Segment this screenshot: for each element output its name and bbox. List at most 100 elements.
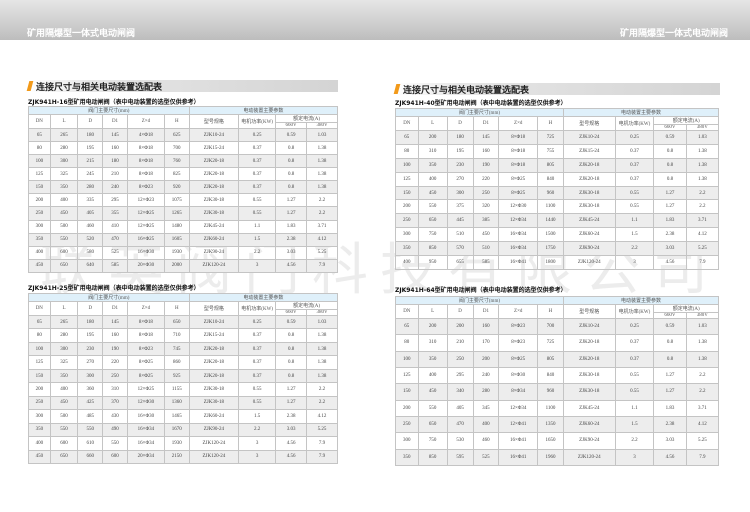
- table-subtitle: ZJK941H-40型矿用电动闸阀（表中电动装置的选型仅供参考）: [395, 100, 567, 107]
- table-cell: 8×Φ18: [126, 154, 165, 169]
- table-cell: ZJK120-24: [188, 258, 240, 274]
- table-cell: 4.56: [653, 255, 687, 270]
- column-header: L: [49, 114, 79, 129]
- header-actuator-params: 电动装置主要参数: [562, 108, 720, 117]
- table-cell: 445: [446, 213, 474, 229]
- table-cell: 3: [238, 258, 277, 274]
- table-cell: 0.8: [275, 341, 308, 357]
- table-cell: 660: [77, 449, 104, 465]
- table-cell: 610: [77, 436, 104, 451]
- column-header: H: [163, 301, 190, 316]
- table-cell: 1.03: [306, 127, 338, 143]
- table-row: 250 650 445 385 12×Φ34 1440 ZJK45-24 1.1 1.83 3.7…: [395, 213, 720, 229]
- table-cell: 200: [395, 399, 419, 417]
- table-cell: 2.2: [685, 366, 720, 385]
- column-header: D: [77, 114, 104, 129]
- spec-table-pn40: 阀门主要尺寸(mm) 电动装置主要参数 DN L D D1 Z×d H 型号规格 电机功率(KW)…: [395, 108, 720, 270]
- table-cell: 2.38: [275, 232, 308, 247]
- table-cell: 1.38: [685, 143, 720, 159]
- table-cell: 860: [163, 355, 190, 370]
- table-cell: 1.1: [614, 213, 655, 229]
- table-cell: 8×Φ18: [126, 314, 165, 330]
- table-cell: 2.38: [653, 415, 687, 434]
- table-cell: 4.56: [275, 258, 308, 274]
- table-cell: 300: [446, 185, 474, 201]
- table-cell: 655: [446, 255, 474, 270]
- table-cell: 325: [49, 355, 79, 370]
- header-actuator-params: 电动装置主要参数: [188, 293, 339, 302]
- table-cell: 0.37: [614, 171, 655, 187]
- table-cell: 250: [102, 368, 128, 384]
- table-cell: 2.2: [306, 382, 338, 397]
- table-cell: ZJK60-24: [188, 409, 240, 424]
- table-cell: 1465: [163, 409, 190, 424]
- table-cell: 250: [395, 213, 419, 229]
- table-cell: 650: [417, 213, 448, 229]
- table-cell: 8×Φ18: [126, 328, 165, 343]
- table-cell: ZJK30-18: [188, 382, 240, 397]
- column-header: H: [537, 304, 564, 319]
- table-cell: 3: [614, 448, 655, 467]
- table-row: 300 750 530 460 16×Φ41 1650 ZJK90-24 2.2 3.03 5.2…: [395, 432, 720, 450]
- spec-table-pn16: 阀门主要尺寸(mm) 电动装置主要参数 DN L D D1 Z×d H 型号规格 电机功率(KW)…: [28, 106, 339, 274]
- table-cell: 490: [102, 422, 128, 438]
- table-cell: 650: [417, 415, 448, 434]
- table-cell: 65: [395, 130, 419, 145]
- table-row: 250 450 425 370 12×Φ30 1360 ZJK30-18 0.55 1.27 2.…: [28, 395, 338, 411]
- table-cell: 300: [49, 341, 79, 357]
- table-cell: 0.8: [275, 355, 308, 370]
- table-cell: 1.27: [275, 382, 308, 397]
- header-band: [0, 0, 750, 40]
- table-cell: 850: [417, 448, 448, 467]
- column-header: 额定电流(A): [653, 116, 719, 125]
- table-cell: 650: [163, 314, 190, 330]
- table-cell: 4×Φ18: [126, 127, 165, 143]
- table-cell: 585: [472, 255, 500, 270]
- table-cell: 1670: [163, 422, 190, 438]
- table-cell: 745: [163, 341, 190, 357]
- table-cell: 0.8: [653, 334, 687, 352]
- table-cell: 300: [395, 432, 419, 450]
- table-cell: 2.2: [685, 383, 720, 401]
- table-cell: 510: [446, 227, 474, 243]
- table-cell: 80: [395, 334, 419, 352]
- table-cell: 600: [102, 449, 128, 465]
- table-row: 200 400 360 310 12×Φ25 1155 ZJK30-18 0.55 1.27 2.…: [28, 382, 338, 397]
- table-cell: ZJK30-18: [188, 395, 240, 411]
- header-actuator-params: 电动装置主要参数: [562, 296, 720, 305]
- table-cell: 295: [446, 366, 474, 385]
- table-cell: ZJK15-24: [562, 143, 616, 159]
- column-header: 电机功率(KW): [614, 304, 655, 319]
- table-cell: 16×Φ41: [498, 255, 539, 270]
- table-cell: 195: [77, 328, 104, 343]
- table-cell: 750: [417, 432, 448, 450]
- table-cell: 0.37: [238, 341, 277, 357]
- table-cell: 160: [102, 328, 128, 343]
- table-row: 300 500 485 430 16×Φ30 1465 ZJK60-24 1.5 2.38 4.1…: [28, 409, 338, 424]
- table-cell: 350: [417, 157, 448, 173]
- table-cell: 250: [395, 415, 419, 434]
- column-header: D1: [102, 301, 128, 316]
- column-header: 型号规格: [562, 304, 616, 319]
- table-cell: 310: [102, 382, 128, 397]
- table-row: 450 650 660 600 20×Φ34 2150 ZJK120-24 3 4.56 7.9: [28, 449, 338, 465]
- table-cell: 0.55: [238, 382, 277, 397]
- table-cell: 410: [102, 219, 128, 234]
- table-cell: 310: [417, 143, 448, 159]
- table-cell: 0.37: [238, 355, 277, 370]
- table-cell: ZJK60-24: [562, 227, 616, 243]
- table-row: 350 550 550 490 16×Φ34 1670 ZJK90-24 2.2 3.03 5.2…: [28, 422, 338, 438]
- table-cell: 300: [395, 227, 419, 243]
- table-cell: ZJK10-24: [188, 127, 240, 143]
- table-cell: 350: [49, 368, 79, 384]
- table-cell: 1.38: [685, 171, 720, 187]
- table-cell: 1.38: [685, 350, 720, 368]
- left-page: 连接尺寸与相关电动装置选配表 ZJK941H-16型矿用电动闸阀（表中电动装置的…: [0, 40, 375, 512]
- column-header: DN: [395, 304, 419, 319]
- column-header: Z×d: [498, 116, 539, 131]
- column-header: 型号规格: [188, 301, 240, 316]
- table-cell: 650: [49, 258, 79, 274]
- table-cell: 960: [537, 185, 564, 201]
- table-cell: 195: [446, 143, 474, 159]
- table-cell: 8×Φ30: [498, 366, 539, 385]
